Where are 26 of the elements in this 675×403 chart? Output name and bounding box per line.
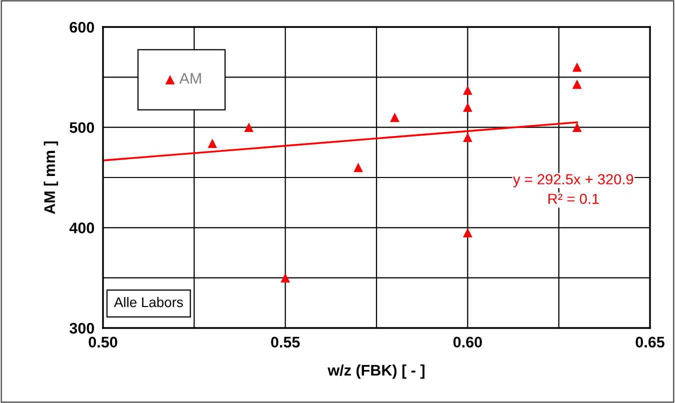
y-axis-title: AM [ mm ]	[44, 141, 58, 214]
annotation: y = 292.5x + 320.9	[513, 174, 634, 188]
x-tick-label: 0.65	[636, 336, 664, 348]
point	[572, 62, 582, 72]
point	[280, 273, 290, 282]
point	[572, 122, 582, 132]
y-tick-label: 300	[70, 322, 94, 334]
annotation: R² = 0.1	[548, 194, 599, 204]
x-tick-label: 0.55	[271, 336, 300, 348]
legend-label: AM	[179, 73, 201, 84]
point	[463, 228, 472, 238]
point	[390, 112, 400, 122]
point	[463, 86, 472, 95]
y-tick-label: 500	[70, 122, 94, 134]
x-tick-label: 0.50	[88, 336, 118, 348]
x-tick-label: 0.60	[453, 336, 482, 348]
y-tick-label: 600	[70, 22, 94, 33]
y-tick-label: 400	[69, 222, 94, 234]
point	[572, 80, 582, 89]
point	[463, 132, 472, 142]
x-axis-title: w/z (FBK) [ - ]	[328, 364, 424, 379]
point	[208, 138, 218, 148]
point	[354, 162, 363, 172]
point	[463, 102, 472, 112]
point	[244, 122, 254, 132]
annotation: Alle Labors	[114, 296, 183, 308]
